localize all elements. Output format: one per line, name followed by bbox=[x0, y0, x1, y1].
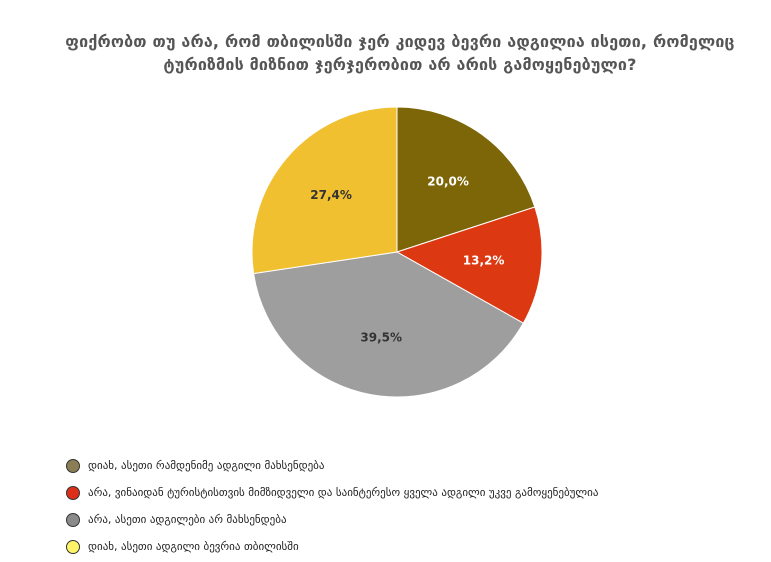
legend-item-0: დიახ, ასეთი რამდენიმე ადგილი მახსენდება bbox=[66, 452, 598, 479]
pie-chart: 20,0% 13,2% 39,5% 27,4% bbox=[251, 106, 543, 398]
chart-title-line-1: ფიქრობთ თუ არა, რომ თბილისში ჯერ კიდევ ბ… bbox=[65, 32, 735, 51]
legend-label-2: არა, ასეთი ადგილები არ მახსენდება bbox=[88, 513, 287, 526]
legend-item-1: არა, ვინაიდან ტურისტისთვის მიმზიდველი და… bbox=[66, 479, 598, 506]
pie-slice-2 bbox=[253, 251, 525, 398]
legend-item-2: არა, ასეთი ადგილები არ მახსენდება bbox=[66, 506, 598, 533]
legend-label-3: დიახ, ასეთი ადგილი ბევრია თბილისში bbox=[88, 540, 299, 553]
pie-slice-label-1: 13,2% bbox=[463, 254, 505, 268]
legend-marker-2 bbox=[66, 512, 80, 527]
legend-item-3: დიახ, ასეთი ადგილი ბევრია თბილისში bbox=[66, 533, 598, 560]
chart-title-line-2: ტურიზმის მიზნით ჯერჯერობით არ არის გამოყ… bbox=[163, 55, 637, 74]
pie-slice-label-3: 27,4% bbox=[310, 188, 352, 202]
chart-title: ფიქრობთ თუ არა, რომ თბილისში ჯერ კიდევ ბ… bbox=[40, 30, 760, 76]
legend-marker-0 bbox=[66, 458, 80, 473]
chart-legend: დიახ, ასეთი რამდენიმე ადგილი მახსენდება ა… bbox=[66, 452, 598, 560]
legend-marker-1 bbox=[66, 485, 80, 500]
pie-slice-label-0: 20,0% bbox=[427, 175, 469, 189]
legend-label-0: დიახ, ასეთი რამდენიმე ადგილი მახსენდება bbox=[88, 459, 325, 472]
pie-slice-1 bbox=[395, 206, 543, 324]
legend-label-1: არა, ვინაიდან ტურისტისთვის მიმზიდველი და… bbox=[88, 486, 599, 499]
pie-slice-0 bbox=[396, 106, 536, 253]
pie-slice-label-2: 39,5% bbox=[360, 331, 402, 345]
pie-slice-3 bbox=[251, 106, 398, 275]
legend-marker-3 bbox=[66, 539, 80, 554]
